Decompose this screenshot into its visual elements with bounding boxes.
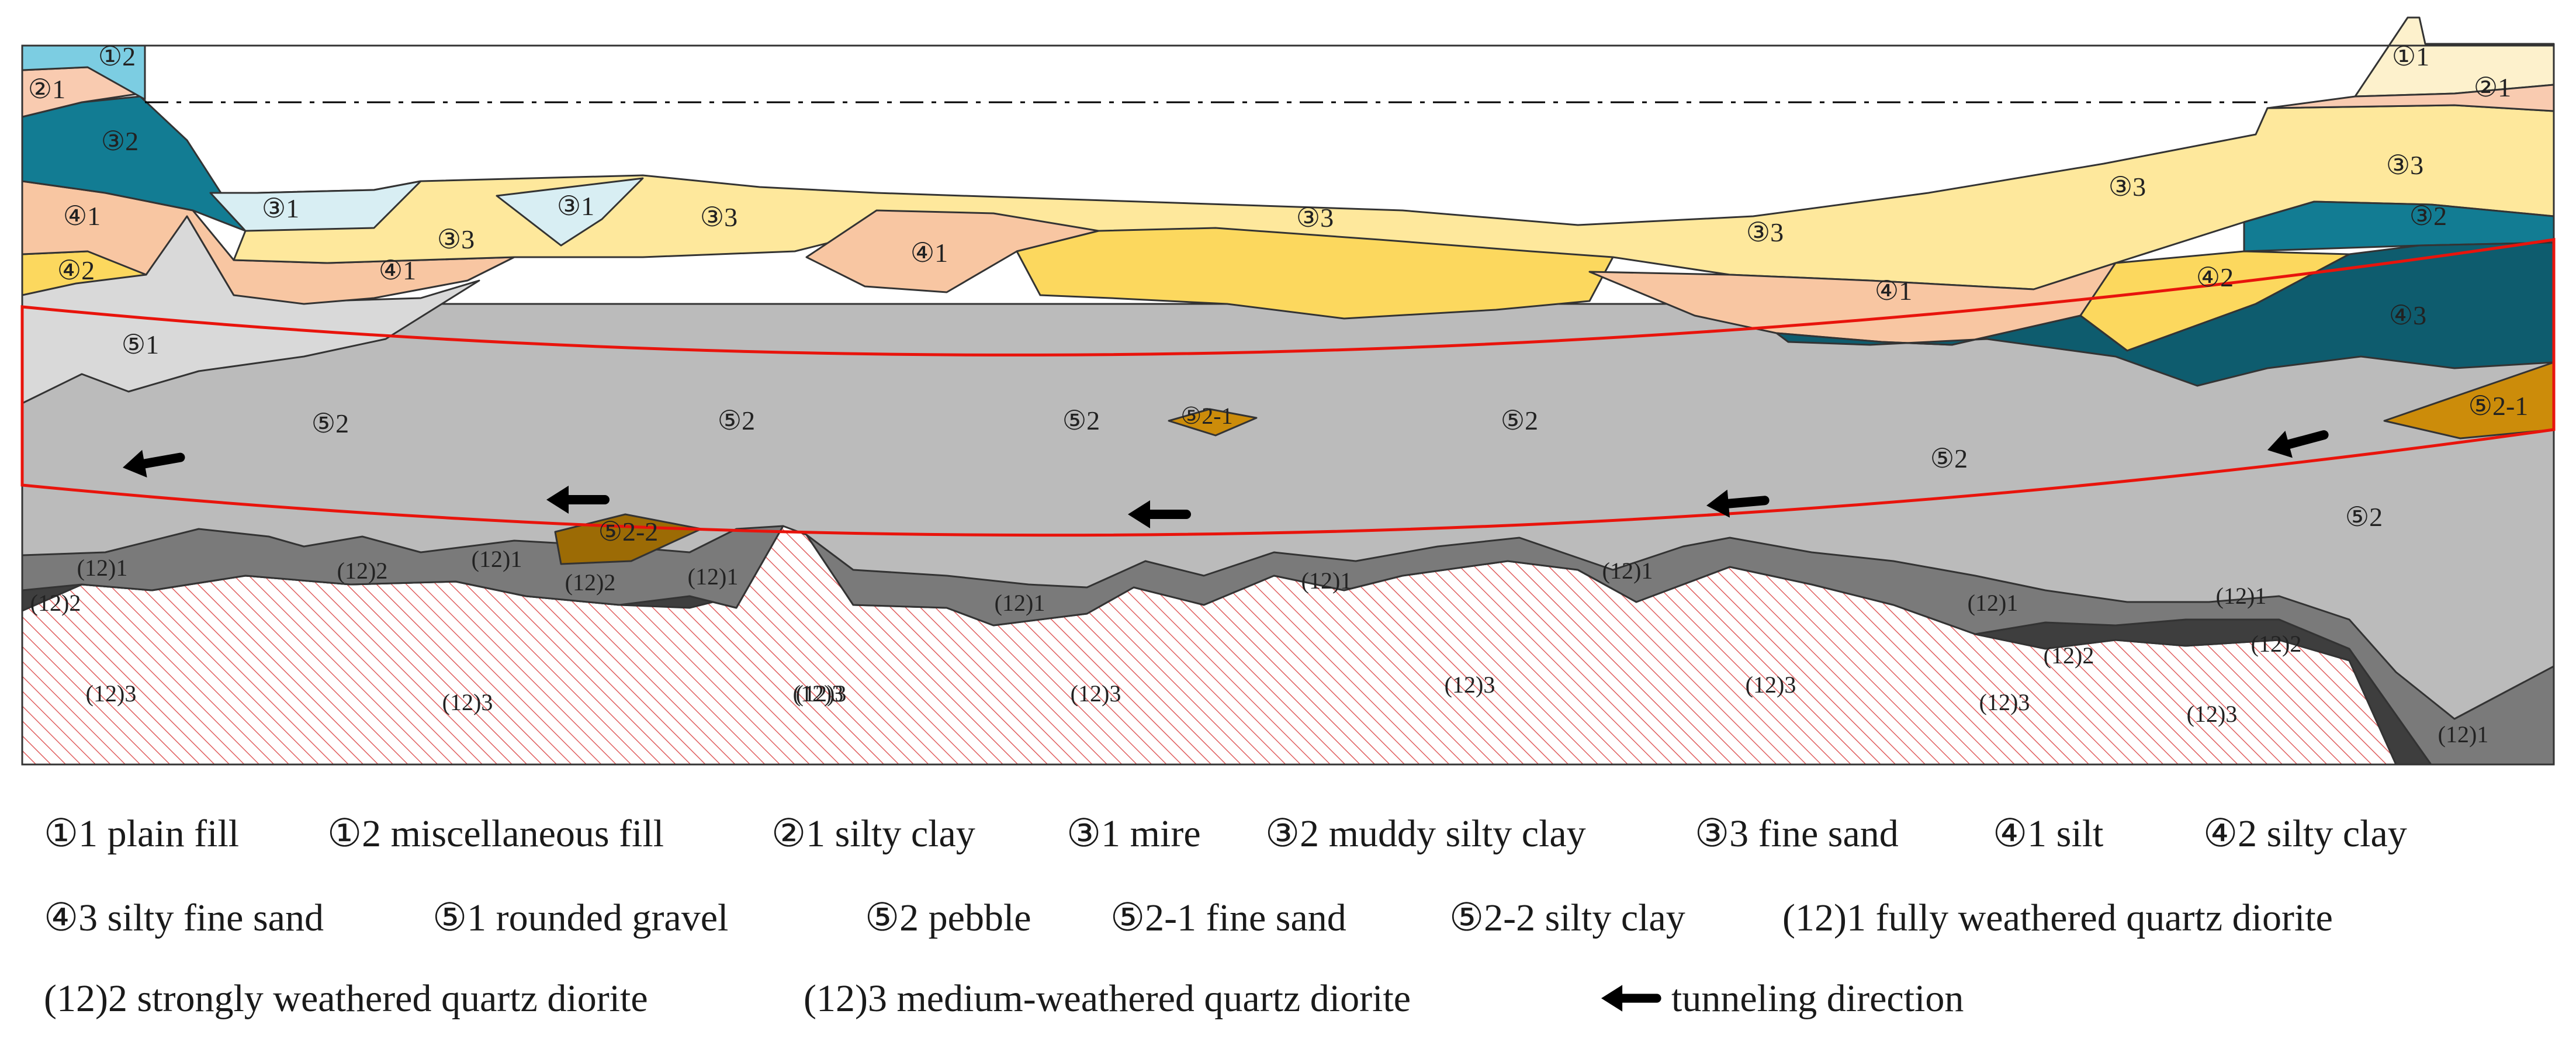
- layer-label: ③2: [101, 126, 139, 156]
- layer-label: ③2: [2409, 201, 2447, 231]
- layer-label: ⑤1: [122, 330, 159, 359]
- tunnel-arrow-icon: [1706, 489, 1770, 518]
- layer-label: ④1: [910, 238, 948, 268]
- layer-label: ⑤2: [1930, 444, 1968, 473]
- legend-entry: ③3 fine sand: [1695, 812, 1899, 855]
- tunneling-arrows: [123, 430, 2329, 528]
- layer-label: (12)1: [995, 590, 1045, 616]
- tunnel-boundary: [20, 238, 2556, 537]
- layer-label: ③3: [437, 224, 475, 254]
- layer-label: (12)1: [1301, 568, 1352, 594]
- layer-label: ②1: [28, 74, 65, 104]
- layer-label: (12)2: [565, 569, 616, 596]
- layer-3-1-mire-left: [209, 180, 422, 232]
- layer-label: ④1: [1875, 276, 1912, 306]
- layer-label: (12)3: [1746, 672, 1796, 698]
- layer-label: (12)1: [688, 563, 739, 590]
- layer-1-1-plain-fill: [2354, 16, 2555, 98]
- strata-polygons: [21, 16, 2555, 766]
- legend-entry: (12)2 strongly weathered quartz diorite: [44, 977, 648, 1020]
- legend-entry: (12)1 fully weathered quartz diorite: [1782, 897, 2333, 939]
- layer-label: ①2: [98, 41, 136, 71]
- legend-entry: ④3 silty fine sand: [44, 897, 324, 939]
- layer-label: (12)2: [30, 590, 81, 616]
- layer-label: (12)2: [2251, 631, 2302, 657]
- layer-label: ④3: [2389, 300, 2426, 330]
- layer-label: ③3: [1746, 217, 1784, 247]
- layer-label: (12)2: [2044, 642, 2094, 669]
- layer-label: (12)1: [1968, 590, 2018, 616]
- layer-label: (12)1: [77, 555, 128, 581]
- tunnel-arrow-icon: [546, 486, 610, 514]
- tunnel-arrow-icon: [2267, 430, 2329, 458]
- legend-entry: ⑤1 rounded gravel: [432, 897, 728, 939]
- layer-labels: ①2 ②1 ③2 ④1 ④2 ⑤1 ③1 ③3 ③1 ④1 ③3 ③3 ④1 ③3 ③3 ④1 ④2 ①1 ②1 ③3…: [28, 41, 2528, 748]
- layer-label: ⑤2: [1501, 406, 1538, 435]
- layer-label: ⑤2: [2345, 502, 2383, 532]
- layer-label: ⑤2: [718, 406, 755, 435]
- legend-entry: ①2 miscellaneous fill: [327, 812, 664, 855]
- layer-label: ①1: [2392, 41, 2429, 71]
- legend: ①1 plain fill ①2 miscellaneous fill ②1 sil…: [44, 812, 2407, 1020]
- layer-5-2-1-fine-sand-small: [1168, 408, 1258, 437]
- layer-label: (12)3: [1979, 689, 2030, 715]
- layer-label: ③3: [2386, 150, 2423, 180]
- legend-entry: tunneling direction: [1671, 977, 1964, 1020]
- layer-label: (12)3: [796, 680, 847, 707]
- layer-label: (12)1: [2438, 721, 2489, 748]
- layer-label: ⑤2-2: [598, 517, 659, 546]
- layer-label: ⑤2-1: [2468, 391, 2529, 421]
- legend-entry: ⑤2 pebble: [865, 897, 1031, 939]
- layer-label: ③1: [557, 191, 594, 221]
- layer-label: (12)1: [2216, 583, 2267, 609]
- layer-label: (12)3: [1445, 672, 1495, 698]
- legend-entry: ④1 silt: [1993, 812, 2103, 855]
- layer-label: (12)3: [86, 680, 137, 707]
- layer-label: ④1: [63, 201, 101, 231]
- layer-3-1-mire-middle: [496, 177, 644, 247]
- layer-label: (12)1: [472, 546, 522, 572]
- legend-entry: ③2 muddy silty clay: [1265, 812, 1586, 855]
- layer-label: ④2: [57, 255, 95, 285]
- layer-label: (12)2: [337, 558, 388, 584]
- legend-entry: ④2 silty clay: [2203, 812, 2407, 855]
- tunnel-arrow-icon: [123, 449, 185, 478]
- tunnel-arrow-icon: [1128, 500, 1191, 528]
- legend-entry: (12)3 medium-weathered quartz diorite: [804, 977, 1411, 1020]
- legend-entry: ③1 mire: [1067, 812, 1201, 855]
- legend-entry: ①1 plain fill: [44, 812, 239, 855]
- layer-label: (12)1: [1602, 558, 1653, 584]
- layer-label: ③3: [2108, 172, 2146, 202]
- layer-label: ③1: [262, 193, 299, 223]
- layer-label: (12)3: [442, 689, 493, 715]
- layer-label: ④2: [2196, 262, 2234, 292]
- layer-4-1-silt-left: [21, 180, 515, 305]
- layer-4-2-silty-clay-middle: [1016, 227, 1614, 320]
- layer-label: ③3: [700, 202, 738, 232]
- layer-label: (12)3: [1071, 680, 1121, 707]
- layer-label: ⑤2: [1062, 406, 1100, 435]
- layer-label: (12)3: [793, 680, 844, 707]
- layer-label: ②1: [2474, 72, 2511, 102]
- layer-label: ⑤2-1: [1180, 403, 1232, 429]
- layer-label: ⑤2: [311, 409, 349, 438]
- legend-entry: ②1 silty clay: [771, 812, 975, 855]
- layer-label: ④1: [379, 255, 416, 285]
- layer-label: ③3: [1296, 203, 1334, 233]
- layer-label: (12)3: [2187, 701, 2238, 727]
- tunnel-arrow-icon: [1601, 985, 1661, 1012]
- legend-entry: ⑤2-2 silty clay: [1449, 897, 1685, 939]
- legend-entry: ⑤2-1 fine sand: [1110, 897, 1346, 939]
